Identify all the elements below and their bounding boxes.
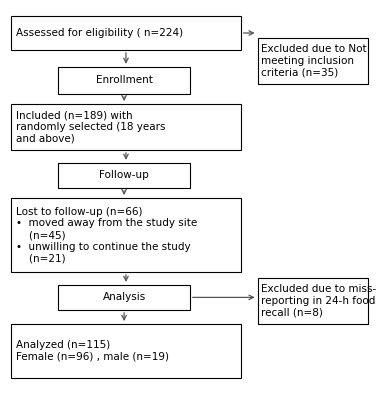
FancyBboxPatch shape [258,278,368,324]
FancyBboxPatch shape [58,67,190,94]
FancyBboxPatch shape [11,16,241,50]
FancyBboxPatch shape [58,163,190,188]
FancyBboxPatch shape [58,285,190,310]
Text: Follow-up: Follow-up [99,170,149,180]
FancyBboxPatch shape [258,38,368,84]
Text: Excluded due to miss-
reporting in 24-h food
recall (n=8): Excluded due to miss- reporting in 24-h … [261,284,376,318]
Text: Excluded due to Not
meeting inclusion
criteria (n=35): Excluded due to Not meeting inclusion cr… [261,44,367,78]
Text: Analysis: Analysis [102,292,146,302]
FancyBboxPatch shape [11,198,241,272]
Text: Enrollment: Enrollment [96,75,153,85]
Text: Lost to follow-up (n=66)
•  moved away from the study site
    (n=45)
•  unwilli: Lost to follow-up (n=66) • moved away fr… [16,207,197,263]
FancyBboxPatch shape [11,324,241,378]
Text: Included (n=189) with
randomly selected (18 years
and above): Included (n=189) with randomly selected … [16,110,165,144]
Text: Analyzed (n=115)
Female (n=96) , male (n=19): Analyzed (n=115) Female (n=96) , male (n… [16,340,169,362]
FancyBboxPatch shape [11,104,241,150]
Text: Assessed for eligibility ( n=224): Assessed for eligibility ( n=224) [16,28,183,38]
